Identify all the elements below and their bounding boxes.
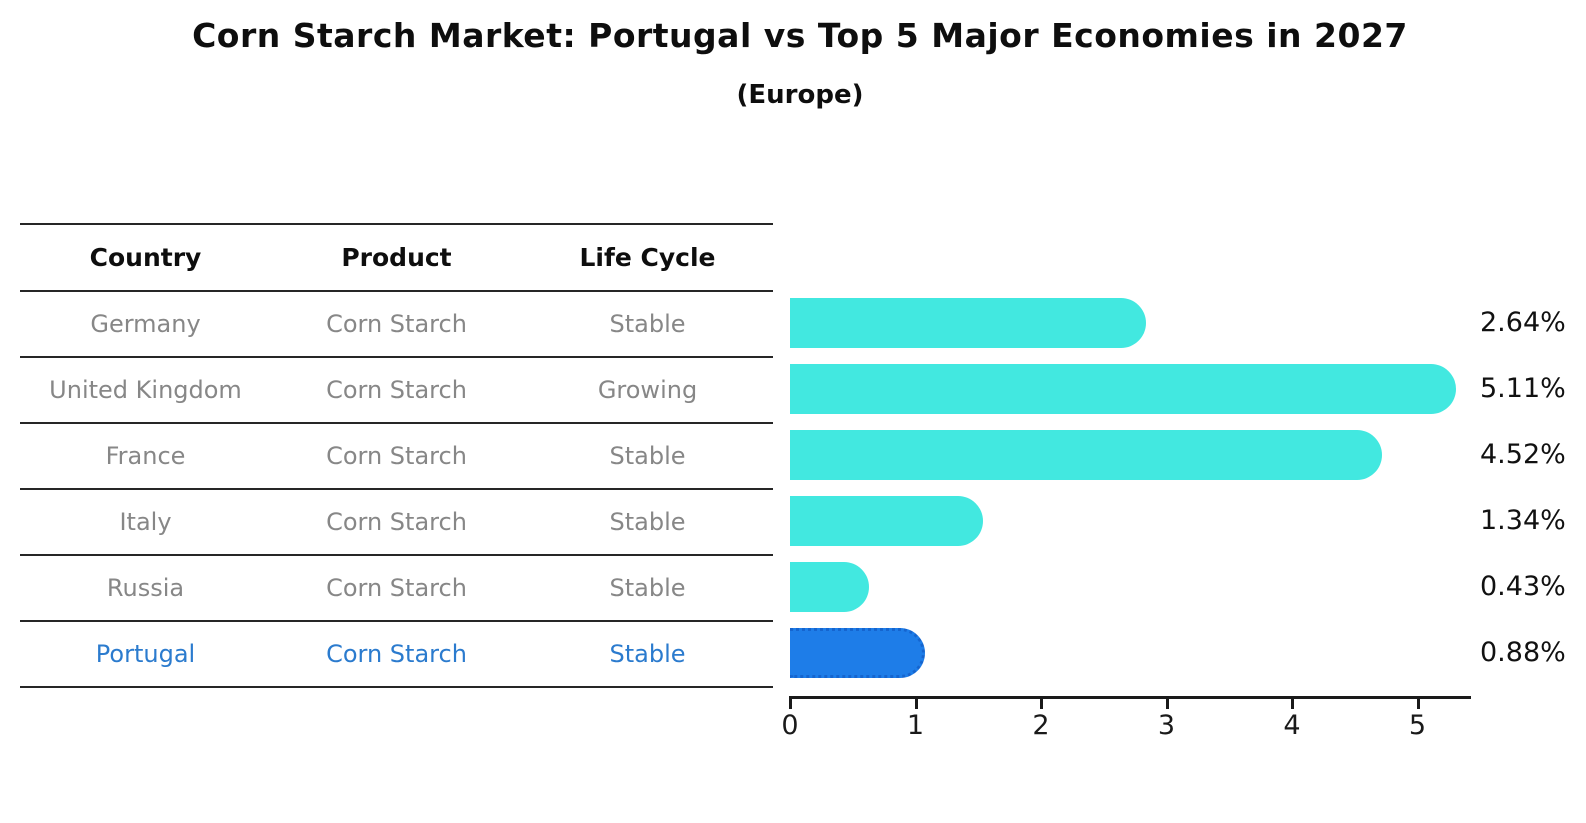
x-axis-tick-label: 2 — [1032, 710, 1050, 741]
table-cell-life-cycle: Stable — [609, 508, 686, 536]
bar-value-label: 0.43% — [1480, 571, 1566, 602]
bar — [790, 364, 1457, 414]
table-cell-country: France — [105, 442, 186, 470]
table-cell-country: Russia — [106, 574, 185, 602]
bar — [790, 496, 984, 546]
x-axis-tick — [1416, 699, 1420, 709]
bar — [790, 562, 869, 612]
table-header-cell: Country — [89, 243, 202, 272]
bar-value-label: 1.34% — [1480, 505, 1566, 536]
table-cell-product: Corn Starch — [326, 310, 467, 338]
bar — [790, 298, 1147, 348]
table-row: Germany Corn Starch Stable — [20, 292, 773, 358]
table-cell-country: Italy — [119, 508, 172, 536]
bar-value-label: 2.64% — [1480, 307, 1566, 338]
table-row: Italy Corn Starch Stable — [20, 490, 773, 556]
table-cell-country: Germany — [90, 310, 201, 338]
bar-highlight — [790, 628, 926, 678]
chart-title: Corn Starch Market: Portugal vs Top 5 Ma… — [192, 16, 1408, 55]
x-axis-tick-label: 4 — [1283, 710, 1301, 741]
table-cell-product: Corn Starch — [326, 376, 467, 404]
table-row: France Corn Starch Stable — [20, 424, 773, 490]
table-row: United Kingdom Corn Starch Growing — [20, 358, 773, 424]
comparison-table: Country Product Life Cycle Germany Corn Sta… — [20, 223, 773, 688]
table-cell-product: Corn Starch — [326, 574, 467, 602]
table-cell-life-cycle: Stable — [609, 442, 686, 470]
table-cell-life-cycle: Stable — [609, 640, 686, 668]
x-axis-tick — [1165, 699, 1169, 709]
chart-subtitle: (Europe) — [736, 80, 864, 110]
table-cell-product: Corn Starch — [326, 508, 467, 536]
table-cell-life-cycle: Stable — [609, 574, 686, 602]
table-cell-country: Portugal — [95, 640, 196, 668]
x-axis-tick — [914, 699, 918, 709]
table-row: Portugal Corn Starch Stable — [20, 622, 773, 688]
bar-value-label: 4.52% — [1480, 439, 1566, 470]
x-axis-tick — [1040, 699, 1043, 709]
x-axis-tick-label: 5 — [1408, 710, 1427, 741]
table-header-cell: Life Cycle — [579, 243, 716, 272]
bar-value-label: 5.11% — [1480, 373, 1566, 404]
x-axis — [789, 696, 1471, 699]
table-cell-product: Corn Starch — [326, 442, 467, 470]
bar-value-label: 0.88% — [1480, 637, 1566, 668]
table-cell-product: Corn Starch — [326, 640, 467, 668]
table-header-row: Country Product Life Cycle — [20, 225, 773, 292]
x-axis-tick-label: 1 — [906, 710, 925, 741]
table-cell-life-cycle: Stable — [609, 310, 686, 338]
table-header-cell: Product — [341, 243, 452, 272]
bar — [790, 430, 1383, 480]
x-axis-tick — [1291, 699, 1294, 709]
table-row: Russia Corn Starch Stable — [20, 556, 773, 622]
x-axis-tick-label: 3 — [1157, 710, 1176, 741]
table-cell-life-cycle: Growing — [597, 376, 698, 404]
table-cell-country: United Kingdom — [49, 376, 242, 404]
x-axis-tick-label: 0 — [781, 710, 799, 741]
x-axis-tick — [789, 699, 792, 709]
